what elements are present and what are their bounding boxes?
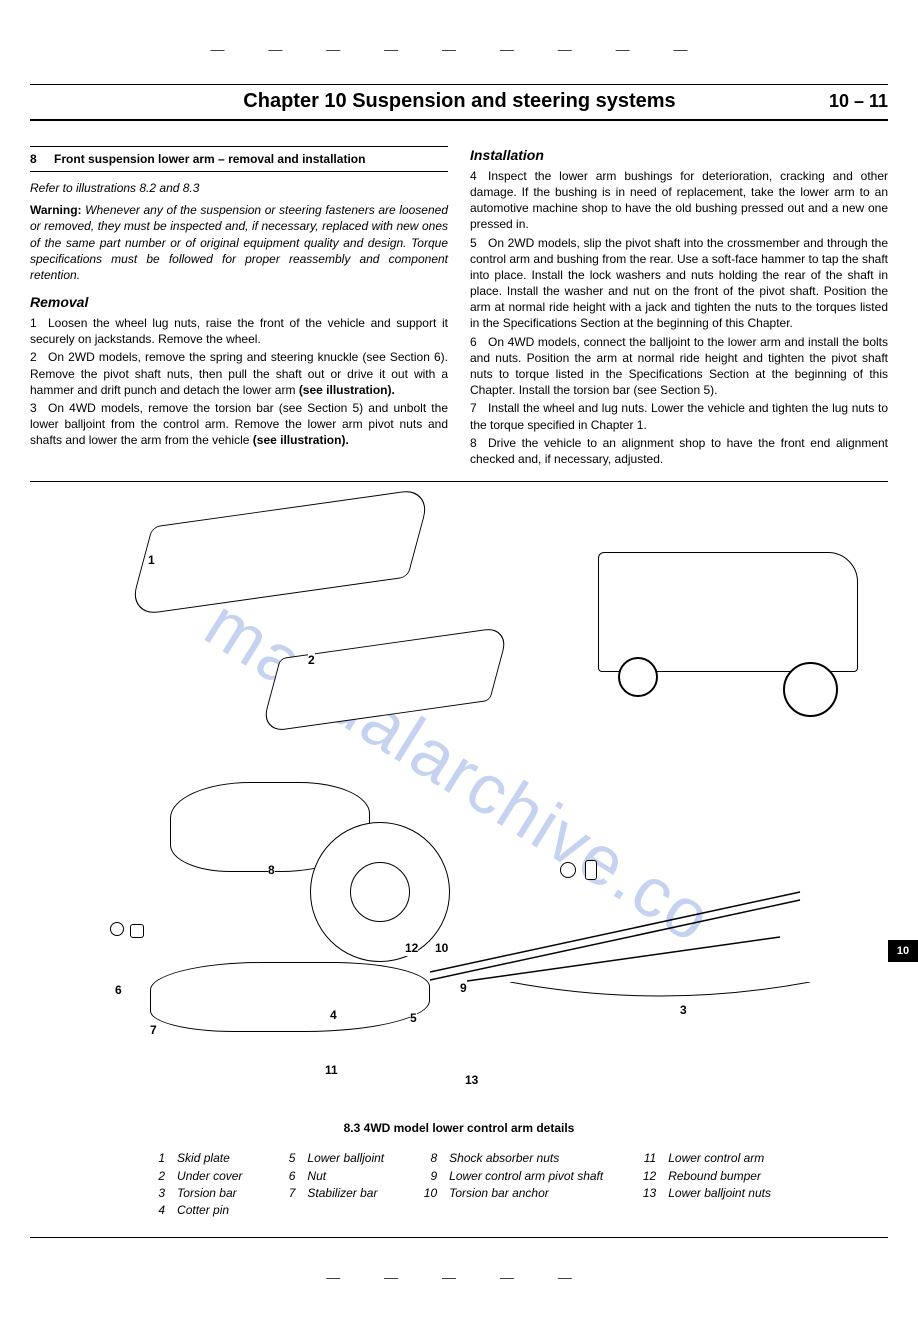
legend-item: 3Torsion bar (147, 1185, 242, 1201)
header-top-rule (30, 84, 888, 85)
para-4: 4Inspect the lower arm bushings for dete… (470, 168, 888, 233)
page-header: Chapter 10 Suspension and steering syste… (30, 88, 888, 121)
right-column: Installation 4Inspect the lower arm bush… (470, 146, 888, 469)
hardware-bits-3 (560, 862, 576, 878)
under-cover-shape (260, 626, 510, 733)
figure-caption: 8.3 4WD model lower control arm details (30, 1120, 888, 1136)
legend-item: 7Stabilizer bar (277, 1185, 384, 1201)
callout-12: 12 (405, 940, 418, 956)
left-column: 8 Front suspension lower arm – removal a… (30, 146, 448, 469)
legend-item: 4Cotter pin (147, 1202, 242, 1218)
legend-col-3: 8Shock absorber nuts 9Lower control arm … (419, 1150, 603, 1219)
removal-subhead: Removal (30, 293, 448, 312)
callout-4: 4 (330, 1007, 337, 1023)
legend-item: 9Lower control arm pivot shaft (419, 1168, 603, 1184)
para-8: 8Drive the vehicle to an alignment shop … (470, 435, 888, 467)
page-number: 10 – 11 (829, 89, 888, 113)
callout-10: 10 (435, 940, 448, 956)
legend-item: 13Lower balljoint nuts (638, 1185, 771, 1201)
legend-item: 11Lower control arm (638, 1150, 771, 1166)
hub-shape (350, 862, 410, 922)
callout-6: 6 (115, 982, 122, 998)
callout-13: 13 (465, 1072, 478, 1088)
para-1: 1Loosen the wheel lug nuts, raise the fr… (30, 315, 448, 347)
legend-col-1: 1Skid plate 2Under cover 3Torsion bar 4C… (147, 1150, 242, 1219)
hardware-bits-4 (585, 860, 597, 880)
skid-plate-shape (128, 487, 432, 616)
callout-11: 11 (325, 1062, 338, 1078)
callout-8: 8 (268, 862, 275, 878)
top-dash-row: — — — — — — — — — (30, 40, 888, 59)
chapter-thumb-tab: 10 (888, 940, 918, 962)
hardware-bits-1 (110, 922, 124, 936)
callout-7: 7 (150, 1022, 157, 1038)
para-2: 2On 2WD models, remove the spring and st… (30, 349, 448, 398)
para-7: 7Install the wheel and lug nuts. Lower t… (470, 400, 888, 432)
chapter-title: Chapter 10 Suspension and steering syste… (90, 88, 829, 115)
brace-3 (510, 982, 810, 1012)
para-6: 6On 4WD models, connect the balljoint to… (470, 334, 888, 399)
callout-2: 2 (308, 652, 315, 668)
legend-item: 8Shock absorber nuts (419, 1150, 603, 1166)
legend-item: 2Under cover (147, 1168, 242, 1184)
installation-subhead: Installation (470, 146, 888, 165)
text-columns: 8 Front suspension lower arm – removal a… (30, 146, 888, 469)
legend-item: 1Skid plate (147, 1150, 242, 1166)
para-3: 3On 4WD models, remove the torsion bar (… (30, 400, 448, 449)
figure-legend: 1Skid plate 2Under cover 3Torsion bar 4C… (30, 1150, 888, 1219)
figure-8-3: manualarchive.co 1 2 8 6 7 4 5 12 10 9 1… (30, 492, 888, 1112)
legend-item: 10Torsion bar anchor (419, 1185, 603, 1201)
warning-label: Warning: (30, 203, 82, 217)
section-8-header: 8 Front suspension lower arm – removal a… (30, 146, 448, 172)
legend-col-4: 11Lower control arm 12Rebound bumper 13L… (638, 1150, 771, 1219)
callout-5: 5 (410, 1010, 417, 1026)
divider-rule (30, 481, 888, 482)
callout-1: 1 (148, 552, 155, 568)
hardware-bits-2 (130, 924, 144, 938)
section-number: 8 (30, 152, 37, 166)
warning-text: Whenever any of the suspension or steeri… (30, 203, 448, 282)
para-5: 5On 2WD models, slip the pivot shaft int… (470, 235, 888, 332)
bottom-dash-row: — — — — — (30, 1268, 888, 1287)
bottom-rule (30, 1237, 888, 1238)
warning-block: Warning: Whenever any of the suspension … (30, 202, 448, 283)
truck-rear-wheel (618, 657, 658, 697)
section-title: Front suspension lower arm – removal and… (54, 152, 365, 166)
legend-item: 5Lower balljoint (277, 1150, 384, 1166)
legend-item: 12Rebound bumper (638, 1168, 771, 1184)
legend-item: 6Nut (277, 1168, 384, 1184)
truck-outline (598, 552, 858, 672)
truck-front-wheel (783, 662, 838, 717)
lower-control-arm-shape (150, 962, 430, 1032)
legend-col-2: 5Lower balljoint 6Nut 7Stabilizer bar (277, 1150, 384, 1219)
callout-9: 9 (460, 980, 467, 996)
illustration-ref: Refer to illustrations 8.2 and 8.3 (30, 180, 448, 196)
